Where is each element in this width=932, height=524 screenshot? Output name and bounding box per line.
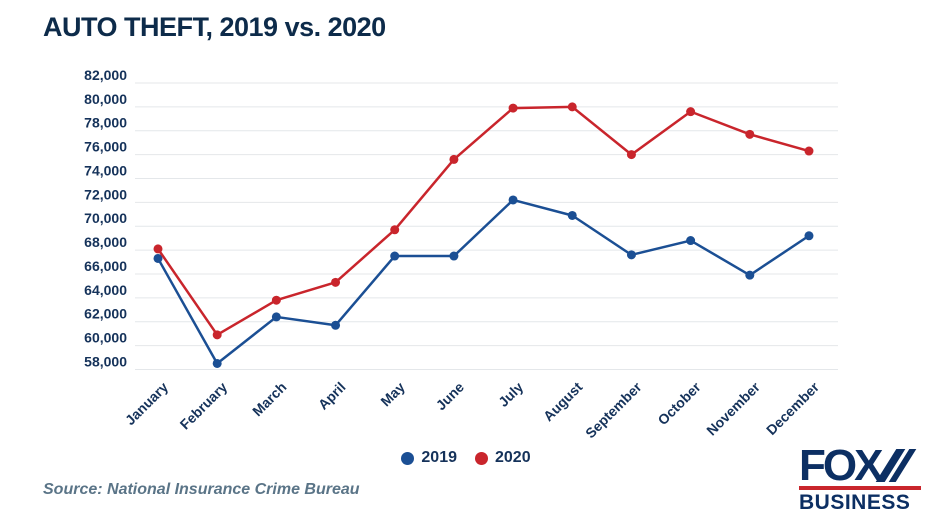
data-point-2019-April <box>331 320 341 330</box>
x-axis-tick-label: March <box>249 379 289 419</box>
x-axis-tick-label: December <box>763 378 823 438</box>
series-line-2019 <box>156 198 811 365</box>
x-axis-tick-label: August <box>540 379 586 425</box>
data-point-2020-June <box>449 154 459 164</box>
data-point-2019-September <box>626 250 636 260</box>
data-point-2020-November <box>745 129 755 139</box>
y-axis-tick-label: 58,000 <box>84 353 127 369</box>
y-axis-tick-label: 82,000 <box>84 67 127 83</box>
data-point-2020-December <box>804 146 814 156</box>
data-point-2019-October <box>686 236 696 246</box>
logo-red-bar <box>799 486 921 490</box>
y-axis-tick-label: 80,000 <box>84 91 127 107</box>
y-axis-tick-label: 66,000 <box>84 258 127 274</box>
x-axis-tick-label: February <box>177 379 231 433</box>
fox-logo-row: FOX <box>799 441 925 490</box>
data-point-2019-January <box>153 253 163 263</box>
x-axis-tick-label: January <box>122 379 171 428</box>
y-axis-tick-label: 72,000 <box>84 186 127 202</box>
legend-label-2020: 2020 <box>495 449 531 466</box>
source-note: Source: National Insurance Crime Bureau <box>43 481 360 498</box>
data-point-2020-August <box>567 102 577 112</box>
x-axis-tick-label: September <box>582 378 645 441</box>
legend-item-2020: 2020 <box>475 449 531 467</box>
y-axis-tick-label: 76,000 <box>84 139 127 155</box>
chart-legend: 2019 2020 <box>0 449 932 467</box>
x-axis-tick-label: April <box>315 379 349 413</box>
x-axis-tick-label: October <box>654 378 704 428</box>
fox-logo-text: FOX <box>799 441 883 490</box>
y-axis-tick-label: 60,000 <box>84 330 127 346</box>
legend-dot-2019 <box>401 451 415 465</box>
chart-title: AUTO THEFT, 2019 vs. 2020 <box>43 12 386 42</box>
data-point-2020-January <box>153 244 163 254</box>
legend-item-2019: 2019 <box>401 449 457 467</box>
y-axis-tick-label: 64,000 <box>84 282 127 298</box>
y-axis-tick-label: 74,000 <box>84 162 127 178</box>
y-axis-tick-label: 78,000 <box>84 115 127 131</box>
data-point-2019-June <box>449 251 459 261</box>
data-point-2020-July <box>508 103 518 113</box>
data-point-2019-July <box>508 195 518 205</box>
data-point-2020-October <box>686 107 696 117</box>
data-point-2019-November <box>745 270 755 280</box>
y-axis-tick-label: 62,000 <box>84 306 127 322</box>
series-line-2020 <box>156 105 811 337</box>
data-point-2020-February <box>212 330 222 340</box>
y-axis-tick-label: 68,000 <box>84 234 127 250</box>
business-logo-text: BUSINESS <box>799 491 911 514</box>
data-point-2020-March <box>271 295 281 305</box>
data-point-2019-December <box>804 231 814 241</box>
x-axis-tick-label: May <box>377 379 408 410</box>
data-point-2019-February <box>212 358 222 368</box>
legend-label-2019: 2019 <box>421 449 457 466</box>
x-axis-tick-label: November <box>703 378 763 438</box>
legend-dot-2020 <box>475 451 488 465</box>
x-axis-tick-label: July <box>495 379 526 410</box>
searchlight-beams-icon <box>876 449 917 482</box>
fox-business-logo: FOX BUSINESS <box>799 441 925 515</box>
data-point-2019-August <box>567 210 577 220</box>
data-point-2020-September <box>626 150 636 160</box>
data-point-2020-April <box>331 277 341 287</box>
data-point-2020-May <box>390 225 400 235</box>
data-point-2019-May <box>390 251 400 261</box>
x-axis-tick-label: June <box>433 379 468 414</box>
data-point-2019-March <box>271 312 281 322</box>
y-axis-tick-label: 70,000 <box>84 210 127 226</box>
